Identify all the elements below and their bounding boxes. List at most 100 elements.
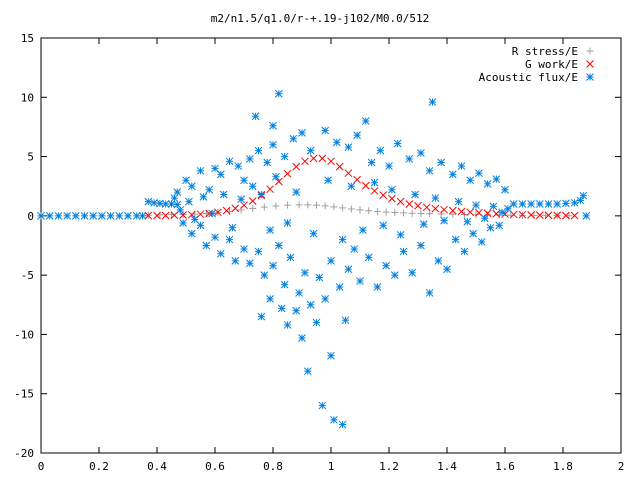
data-point (347, 182, 356, 191)
data-point (535, 211, 544, 219)
legend-marker (586, 73, 594, 81)
data-point (365, 207, 373, 215)
data-point (361, 181, 370, 190)
data-point (544, 200, 553, 208)
x-tick-label: 1.2 (379, 460, 399, 473)
y-tick-label: -10 (14, 328, 34, 341)
chart-title: m2/n1.5/q1.0/r-+.19-j102/M0.0/512 (211, 12, 430, 25)
data-point (187, 182, 196, 191)
y-tick-label: -15 (14, 388, 34, 401)
y-tick-label: 5 (27, 151, 34, 164)
data-point (400, 209, 407, 217)
data-point (399, 247, 408, 256)
data-point (272, 172, 280, 181)
legend-label: Acoustic flux/E (479, 71, 578, 84)
data-point (283, 169, 292, 178)
data-point (222, 206, 231, 215)
data-point (330, 203, 338, 211)
data-point (327, 257, 335, 265)
data-point (196, 221, 205, 230)
data-point (449, 210, 457, 218)
data-point (379, 191, 388, 199)
data-point (390, 271, 399, 279)
data-point (277, 304, 286, 313)
data-point (396, 230, 405, 239)
data-point (115, 212, 124, 220)
data-point (553, 211, 562, 220)
data-point (304, 201, 312, 209)
data-point (367, 158, 376, 167)
data-point (211, 164, 219, 173)
data-point (437, 158, 446, 167)
data-point (289, 134, 298, 143)
axes: 0 0.2 0.4 0.6 0.8 1 1.2 1.4 1.6 1.8 2 -20 -15 -10 -5 0 5… (14, 32, 624, 473)
data-point (274, 89, 283, 98)
data-point (225, 157, 234, 166)
data-point (466, 208, 475, 217)
data-point (208, 209, 216, 218)
data-point (335, 283, 344, 291)
data-point (245, 259, 254, 268)
data-point (498, 208, 506, 217)
data-point (335, 162, 344, 171)
data-point (385, 162, 393, 170)
data-point (98, 212, 106, 220)
data-point (344, 143, 353, 151)
data-point (477, 238, 486, 246)
data-point (292, 188, 301, 196)
data-point (330, 415, 338, 424)
data-point (353, 175, 361, 184)
data-point (303, 367, 312, 376)
data-point (318, 401, 327, 410)
data-point (518, 200, 527, 208)
data-point (457, 207, 466, 216)
data-point (202, 241, 211, 250)
data-point (419, 220, 428, 229)
data-point (248, 182, 257, 191)
data-point (339, 204, 347, 212)
data-point (417, 149, 425, 157)
data-point (437, 210, 445, 218)
data-point (272, 202, 280, 210)
data-point (356, 206, 364, 214)
data-point (448, 170, 457, 179)
data-point (283, 321, 292, 329)
legend-label: G work/E (525, 58, 578, 71)
x-tick-label: 1.8 (553, 460, 573, 473)
data-point (338, 420, 347, 429)
data-point (173, 200, 182, 209)
data-point (251, 112, 260, 121)
data-point (321, 126, 330, 135)
data-point (309, 154, 318, 163)
x-tick-label: 1 (328, 460, 335, 473)
data-point (388, 185, 396, 194)
data-point (71, 212, 80, 220)
x-tick-label: 0.2 (89, 460, 109, 473)
data-point (509, 200, 518, 208)
data-point (544, 211, 553, 220)
data-point (408, 209, 416, 217)
data-point (469, 229, 477, 238)
data-point (341, 316, 350, 325)
data-point (248, 197, 257, 205)
data-point (240, 176, 248, 185)
data-point (280, 280, 289, 289)
data-point (231, 257, 240, 265)
data-point (472, 211, 480, 219)
data-point (475, 169, 483, 178)
data-point (240, 245, 248, 253)
data-point (344, 265, 353, 274)
data-point (257, 312, 266, 321)
data-point (353, 131, 361, 140)
data-point (448, 206, 457, 215)
data-point (225, 235, 234, 244)
data-point (466, 176, 475, 185)
data-point (535, 200, 544, 208)
data-point (426, 210, 434, 218)
data-point (286, 253, 295, 262)
data-point (298, 334, 306, 342)
data-point (306, 300, 315, 309)
data-point (408, 268, 417, 277)
data-point (185, 197, 193, 206)
